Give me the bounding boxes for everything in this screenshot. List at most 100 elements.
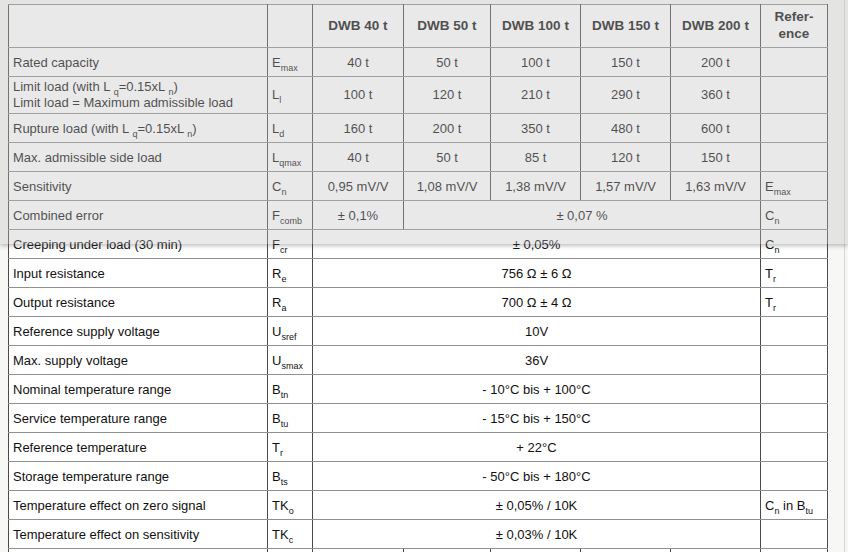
value-cell-merged: ± 0,03% / 10K (313, 520, 761, 549)
value-cell: 1,08 mV/V (404, 172, 491, 201)
table-row-rupture-load: Rupture load (with L q=0.15xL n) Ld 160 … (9, 114, 828, 143)
table-row-temp-effect-sensitivity: Temperature effect on sensitivity TKc ± … (9, 520, 828, 549)
value-cell: 1,38 mV/V (491, 172, 581, 201)
table-row-temp-effect-zero-signal: Temperature effect on zero signal TKo ± … (9, 491, 828, 520)
table-row-reference-supply-voltage: Reference supply voltage Usref 10V (9, 317, 828, 346)
row-label: Combined error (9, 201, 268, 230)
value-cell: 1,63 mV/V (671, 172, 761, 201)
header-col-dwb-50t: DWB 50 t (404, 5, 491, 48)
table-row-storage-temperature-range: Storage temperature range Bts - 50°C bis… (9, 462, 828, 491)
value-cell: 200 t (671, 48, 761, 77)
document-page: DWB 40 t DWB 50 t DWB 100 t DWB 150 t DW… (0, 0, 848, 552)
reference-cell (761, 462, 828, 491)
reference-cell: Tr (761, 288, 828, 317)
header-col-dwb-100t: DWB 100 t (491, 5, 581, 48)
row-label: Service temperature range (9, 404, 268, 433)
reference-cell (761, 404, 828, 433)
reference-cell (761, 317, 828, 346)
value-cell-merged: + 22°C (313, 433, 761, 462)
row-label: Rated capacity (9, 48, 268, 77)
table-header-row: DWB 40 t DWB 50 t DWB 100 t DWB 150 t DW… (9, 5, 828, 48)
row-label: Input resistance (9, 259, 268, 288)
reference-cell (761, 77, 828, 114)
table-row-reference-temperature: Reference temperature Tr + 22°C (9, 433, 828, 462)
value-cell-merged: - 15°C bis + 150°C (313, 404, 761, 433)
row-label: Temperature effect on sensitivity (9, 520, 268, 549)
value-cell-merged: 756 Ω ± 6 Ω (313, 259, 761, 288)
row-label: Sensitivity (9, 172, 268, 201)
table-row-service-temperature-range: Service temperature range Btu - 15°C bis… (9, 404, 828, 433)
row-symbol: Fcomb (268, 201, 313, 230)
value-cell: 210 t (491, 77, 581, 114)
reference-cell: Emax (761, 172, 828, 201)
reference-cell (761, 549, 828, 552)
value-cell: 360 t (671, 77, 761, 114)
row-label: Max. admissible side load (9, 143, 268, 172)
table-row-dead-weight: Dead weight me 39 kg 40 kg 55 kg 85 kg 1… (9, 549, 828, 552)
row-label: Storage temperature range (9, 462, 268, 491)
header-col-dwb-150t: DWB 150 t (581, 5, 671, 48)
reference-cell (761, 520, 828, 549)
value-cell-merged: - 50°C bis + 180°C (313, 462, 761, 491)
reference-cell (761, 375, 828, 404)
value-cell-merged: - 10°C bis + 100°C (313, 375, 761, 404)
table-row-creeping: Creeping under load (30 min) Fcr ± 0,05%… (9, 230, 828, 259)
value-cell: 350 t (491, 114, 581, 143)
table-row-output-resistance: Output resistance Ra 700 Ω ± 4 Ω Tr (9, 288, 828, 317)
value-cell: 85 t (491, 143, 581, 172)
value-cell-merged: 10V (313, 317, 761, 346)
header-col-dwb-200t: DWB 200 t (671, 5, 761, 48)
value-cell: 50 t (404, 143, 491, 172)
reference-cell: Cn (761, 230, 828, 259)
row-symbol: Ll (268, 77, 313, 114)
header-empty-symbol-cell (268, 5, 313, 48)
value-cell: 0,95 mV/V (313, 172, 404, 201)
row-symbol: TKo (268, 491, 313, 520)
value-cell: 200 t (404, 114, 491, 143)
value-cell: 120 kg (671, 549, 761, 552)
row-symbol: TKc (268, 520, 313, 549)
row-symbol: Ld (268, 114, 313, 143)
row-symbol: Cn (268, 172, 313, 201)
row-label: Max. supply voltage (9, 346, 268, 375)
row-symbol: Re (268, 259, 313, 288)
value-cell: 150 t (671, 143, 761, 172)
reference-cell: Cn in Btu (761, 491, 828, 520)
value-cell: 160 t (313, 114, 404, 143)
value-cell: 40 t (313, 143, 404, 172)
row-symbol: me (268, 549, 313, 552)
row-symbol: Bts (268, 462, 313, 491)
row-label: Output resistance (9, 288, 268, 317)
value-cell-merged: ± 0,07 % (404, 201, 761, 230)
value-cell: ± 0,1% (313, 201, 404, 230)
header-col-dwb-40t: DWB 40 t (313, 5, 404, 48)
value-cell: 50 t (404, 48, 491, 77)
table-row-max-supply-voltage: Max. supply voltage Usmax 36V (9, 346, 828, 375)
row-label: Reference supply voltage (9, 317, 268, 346)
value-cell: 40 kg (404, 549, 491, 552)
table-row-limit-load: Limit load (with L q=0.15xL n)Limit load… (9, 77, 828, 114)
row-symbol: Btn (268, 375, 313, 404)
value-cell: 40 t (313, 48, 404, 77)
value-cell: 600 t (671, 114, 761, 143)
header-col-reference: Refer-ence (761, 5, 828, 48)
row-label: Rupture load (with L q=0.15xL n) (9, 114, 268, 143)
reference-cell (761, 346, 828, 375)
value-cell: 39 kg (313, 549, 404, 552)
reference-cell (761, 114, 828, 143)
value-cell: 100 t (313, 77, 404, 114)
table-row-nominal-temperature-range: Nominal temperature range Btn - 10°C bis… (9, 375, 828, 404)
reference-cell: Cn (761, 201, 828, 230)
value-cell: 480 t (581, 114, 671, 143)
row-label: Dead weight (9, 549, 268, 552)
row-symbol: Usmax (268, 346, 313, 375)
value-cell-merged: ± 0,05% (313, 230, 761, 259)
row-label: Limit load (with L q=0.15xL n)Limit load… (9, 77, 268, 114)
value-cell: 120 t (404, 77, 491, 114)
row-symbol: Fcr (268, 230, 313, 259)
value-cell: 100 t (491, 48, 581, 77)
value-cell: 85 kg (581, 549, 671, 552)
row-symbol: Ra (268, 288, 313, 317)
page-edge-line (844, 0, 845, 552)
row-symbol: Usref (268, 317, 313, 346)
